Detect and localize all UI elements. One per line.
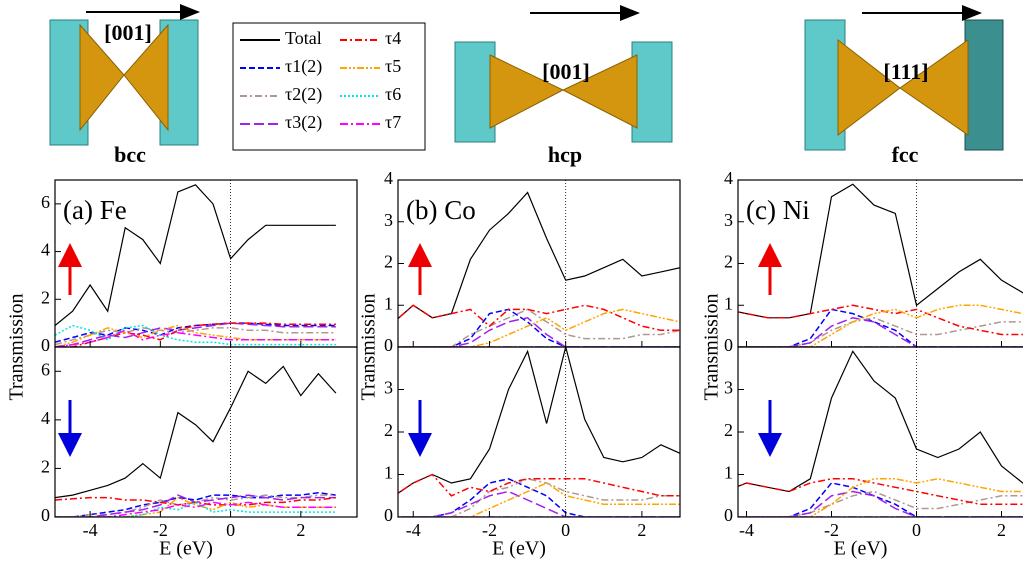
- series-line: [704, 492, 1023, 518]
- series-line: [704, 351, 1023, 500]
- series-line: [704, 318, 1023, 347]
- legend-label: τ1(2): [285, 56, 322, 77]
- plot-frame: [55, 347, 357, 517]
- series-line: [55, 493, 336, 517]
- direction-label: [001]: [542, 59, 590, 84]
- series-line: [55, 502, 336, 517]
- y-tick-label: 2: [724, 420, 733, 440]
- plot-frame: [398, 347, 680, 517]
- x-tick-label: 0: [561, 520, 570, 540]
- legend-label: τ4: [385, 28, 401, 48]
- x-tick-label: 2: [296, 520, 305, 540]
- y-tick-label: 0: [724, 335, 733, 355]
- legend-label: τ7: [385, 112, 401, 132]
- panel-title: (b) Co: [406, 195, 476, 225]
- structure-hcp: [001] hcp: [455, 13, 672, 167]
- series-line: [704, 492, 1023, 518]
- y-axis-label: Transmission: [701, 293, 723, 400]
- spin-arrows: [70, 255, 770, 445]
- figure: [001] bcc [001] hcp [111] fcc Total τ1(2)…: [0, 0, 1023, 564]
- y-tick-label: 1: [384, 293, 393, 313]
- y-tick-label: 4: [41, 240, 50, 260]
- structure-fcc: [111] fcc: [805, 13, 1003, 167]
- x-tick-label: -4: [739, 520, 754, 540]
- y-tick-label: 4: [724, 168, 733, 188]
- y-tick-label: 1: [384, 463, 393, 483]
- y-tick-label: 2: [384, 252, 393, 272]
- legend-label: Total: [285, 28, 322, 48]
- y-tick-label: 3: [384, 210, 393, 230]
- series-line: [55, 326, 336, 348]
- x-tick-label: 0: [912, 520, 921, 540]
- series-line: [375, 309, 680, 347]
- lattice-label: bcc: [114, 142, 146, 167]
- y-tick-label: 4: [41, 408, 50, 428]
- y-tick-label: 6: [41, 192, 50, 212]
- y-tick-label: 4: [384, 168, 393, 188]
- x-tick-label: 0: [226, 520, 235, 540]
- series-line: [375, 479, 680, 517]
- x-tick-label: 2: [637, 520, 646, 540]
- panel-title: (c) Ni: [746, 195, 810, 225]
- legend-label: τ2(2): [285, 84, 322, 105]
- direction-label: [001]: [104, 20, 152, 45]
- y-tick-label: 0: [384, 335, 393, 355]
- lattice-label: hcp: [548, 142, 582, 167]
- x-tick-label: 2: [997, 520, 1006, 540]
- y-tick-label: 2: [724, 252, 733, 272]
- series-line: [704, 305, 1023, 347]
- series-line: [704, 318, 1023, 347]
- y-axis-label: Transmission: [6, 293, 28, 400]
- lattice-label: fcc: [892, 142, 919, 167]
- direction-label: [111]: [883, 59, 928, 84]
- series-line: [55, 366, 336, 497]
- series-line: [375, 492, 680, 518]
- y-tick-label: 3: [724, 378, 733, 398]
- y-tick-label: 2: [384, 420, 393, 440]
- series-line: [704, 483, 1023, 517]
- y-tick-label: 2: [41, 457, 50, 477]
- y-tick-label: 2: [41, 287, 50, 307]
- legend-label: τ5: [385, 56, 401, 76]
- series-line: [375, 479, 680, 517]
- y-tick-label: 1: [724, 463, 733, 483]
- y-tick-label: 6: [41, 359, 50, 379]
- y-tick-label: 0: [41, 335, 50, 355]
- y-tick-label: 3: [724, 210, 733, 230]
- y-tick-label: 0: [384, 505, 393, 525]
- x-axis-label: E (eV): [492, 538, 546, 560]
- x-axis-label: E (eV): [159, 538, 213, 560]
- panel: [704, 347, 1023, 517]
- panel-title: (a) Fe: [63, 195, 127, 225]
- x-tick-label: -4: [406, 520, 421, 540]
- y-tick-label: 0: [41, 505, 50, 525]
- legend-label: τ3(2): [285, 112, 322, 133]
- series-line: [55, 495, 336, 517]
- structure-bcc: [001] bcc: [50, 12, 198, 167]
- legend-label: τ6: [385, 84, 401, 104]
- x-tick-label: -4: [83, 520, 98, 540]
- panel: [55, 347, 336, 517]
- series-line: [375, 309, 680, 347]
- y-tick-label: 1: [724, 293, 733, 313]
- y-axis-label: Transmission: [358, 293, 380, 400]
- series-line: [55, 502, 336, 517]
- x-axis-label: E (eV): [834, 538, 888, 560]
- y-tick-label: 3: [384, 378, 393, 398]
- y-tick-label: 0: [724, 505, 733, 525]
- series-line: [375, 309, 680, 347]
